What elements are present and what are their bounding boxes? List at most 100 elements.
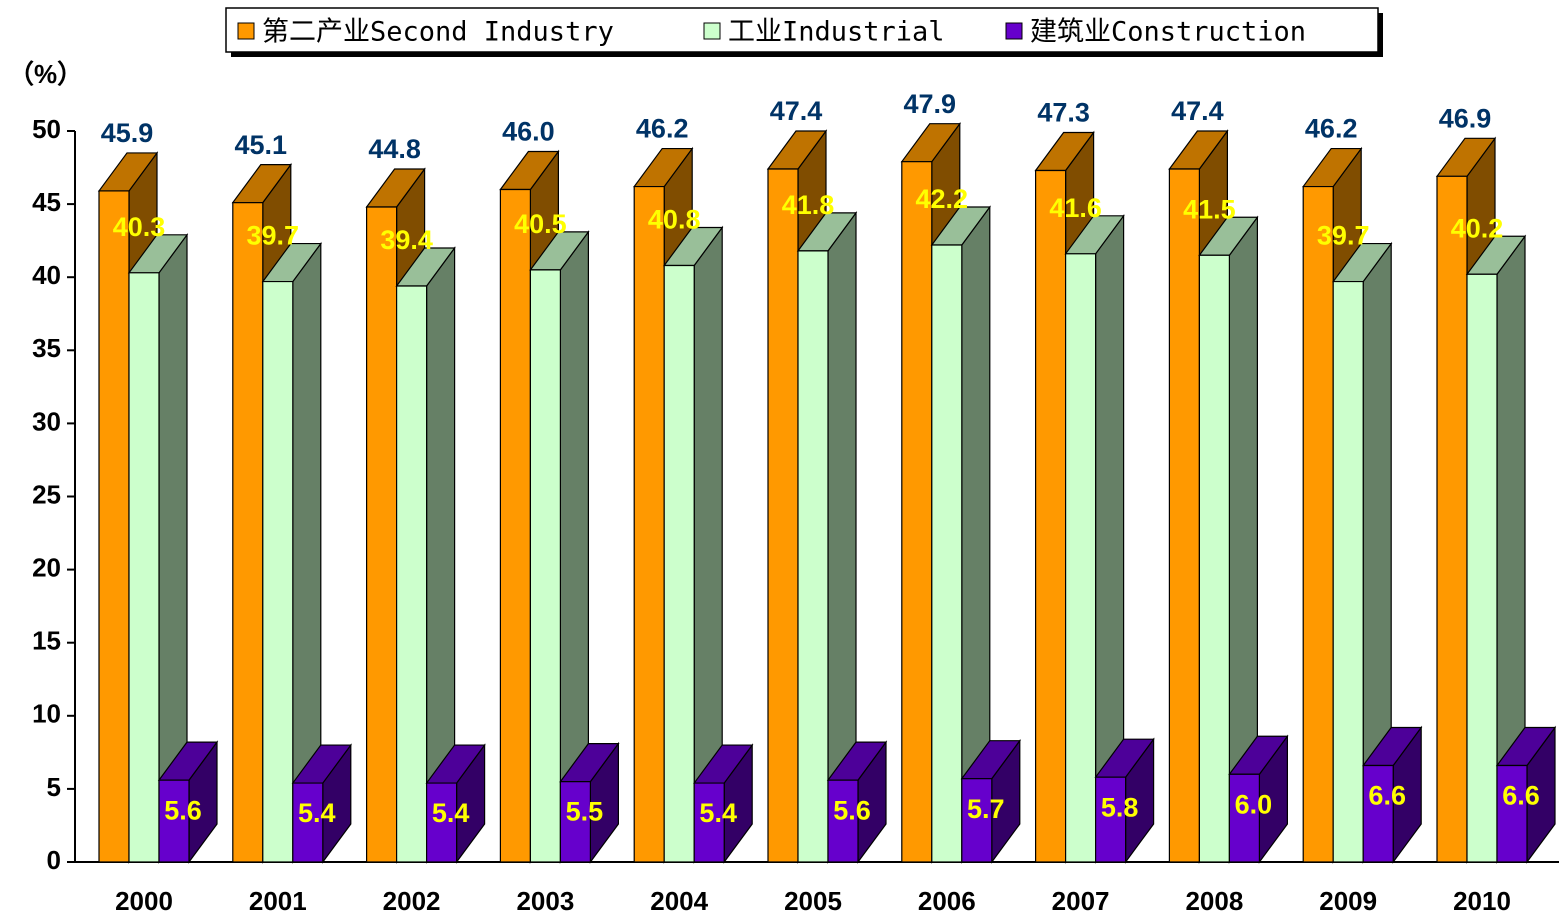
bar-front xyxy=(396,285,428,863)
bar-front xyxy=(1332,280,1364,863)
bar xyxy=(1495,725,1557,864)
legend-label: 工业Industrial xyxy=(728,17,945,48)
data-label: 42.2 xyxy=(916,184,969,214)
y-tick-label: 45 xyxy=(32,187,61,217)
bar-front xyxy=(232,202,264,863)
data-label: 45.1 xyxy=(235,130,288,160)
x-tick-label: 2004 xyxy=(650,886,708,916)
x-tick-label: 2006 xyxy=(918,886,976,916)
data-label: 40.8 xyxy=(648,205,701,235)
y-tick-label: 50 xyxy=(32,114,61,144)
data-label: 40.5 xyxy=(514,209,567,239)
y-tick-label: 20 xyxy=(32,552,61,582)
bar-front xyxy=(961,778,993,863)
bar-front xyxy=(1436,175,1468,863)
bar xyxy=(529,230,590,864)
bar-front xyxy=(1496,764,1528,863)
data-label: 6.6 xyxy=(1502,781,1540,811)
bar-front xyxy=(901,161,933,863)
bar xyxy=(127,232,189,864)
bar-front xyxy=(262,280,294,863)
data-label: 47.3 xyxy=(1037,98,1090,128)
data-label: 39.4 xyxy=(380,225,433,255)
data-label: 6.6 xyxy=(1368,781,1406,811)
data-label: 46.0 xyxy=(502,117,555,147)
y-tick-label: 35 xyxy=(32,333,61,363)
bar-front xyxy=(292,782,324,863)
data-label: 5.4 xyxy=(699,798,737,828)
bar xyxy=(1094,737,1155,864)
data-label: 5.6 xyxy=(833,795,871,825)
bar xyxy=(291,743,352,864)
bar-front xyxy=(366,206,398,863)
bar-front xyxy=(98,190,130,863)
bar xyxy=(1064,213,1125,864)
x-tick-label: 2005 xyxy=(784,886,842,916)
bar-front xyxy=(827,779,859,863)
bar-front xyxy=(1034,169,1067,863)
legend-box xyxy=(225,7,1379,53)
bar xyxy=(1362,725,1423,864)
data-label: 5.4 xyxy=(432,798,470,828)
bar xyxy=(1228,734,1289,864)
bar xyxy=(1332,241,1393,864)
bar xyxy=(425,743,486,864)
y-tick-label: 10 xyxy=(32,699,61,729)
x-tick-label: 2007 xyxy=(1052,886,1110,916)
bar xyxy=(157,740,219,864)
x-tick-label: 2000 xyxy=(115,886,173,916)
x-tick-label: 2001 xyxy=(249,886,307,916)
y-tick-label: 0 xyxy=(47,845,61,875)
data-label: 40.3 xyxy=(113,212,166,242)
bar-front xyxy=(426,782,458,863)
data-label: 46.2 xyxy=(1305,114,1358,144)
bar-front xyxy=(128,272,160,863)
y-axis-label: （%） xyxy=(8,59,83,89)
data-label: 41.5 xyxy=(1183,194,1236,224)
data-label: 45.9 xyxy=(101,118,154,148)
y-tick-label: 25 xyxy=(32,479,61,509)
x-tick-label: 2003 xyxy=(516,886,574,916)
bar xyxy=(826,740,888,864)
data-label: 41.6 xyxy=(1049,193,1102,223)
x-tick-label: 2002 xyxy=(383,886,441,916)
data-label: 46.2 xyxy=(636,114,689,144)
y-tick-label: 30 xyxy=(32,406,61,436)
bar-front xyxy=(1362,764,1394,863)
data-label: 5.6 xyxy=(164,795,202,825)
bar xyxy=(960,738,1021,864)
bar-front xyxy=(693,782,725,863)
data-label: 47.9 xyxy=(904,89,957,119)
data-label: 44.8 xyxy=(368,134,421,164)
bar-front xyxy=(663,264,695,863)
x-tick-label: 2010 xyxy=(1453,886,1511,916)
data-label: 39.7 xyxy=(247,221,300,251)
bar xyxy=(796,211,858,864)
bar xyxy=(1465,234,1527,864)
bar xyxy=(693,743,754,864)
bar-front xyxy=(529,269,562,863)
bar xyxy=(663,225,724,864)
data-label: 39.7 xyxy=(1317,221,1370,251)
legend-swatch xyxy=(237,22,255,40)
bar xyxy=(261,241,322,864)
bar xyxy=(559,741,620,864)
data-label: 5.8 xyxy=(1101,792,1139,822)
x-tick-label: 2009 xyxy=(1319,886,1377,916)
bar-front xyxy=(633,185,665,863)
data-label: 47.4 xyxy=(770,96,823,126)
bar-front xyxy=(767,168,799,863)
bar-front xyxy=(158,779,190,863)
bar-front xyxy=(1228,773,1261,863)
legend-label: 第二产业Second Industry xyxy=(262,17,614,48)
y-tick-label: 5 xyxy=(47,772,61,802)
legend-swatch xyxy=(703,22,721,40)
bar-front xyxy=(559,780,592,863)
bar xyxy=(1198,215,1259,864)
data-label: 5.7 xyxy=(967,794,1005,824)
bar-front xyxy=(1302,185,1334,863)
bar-front xyxy=(1168,168,1201,863)
data-label: 5.4 xyxy=(298,798,336,828)
y-tick-label: 15 xyxy=(32,626,61,656)
legend-swatch xyxy=(1005,22,1023,40)
